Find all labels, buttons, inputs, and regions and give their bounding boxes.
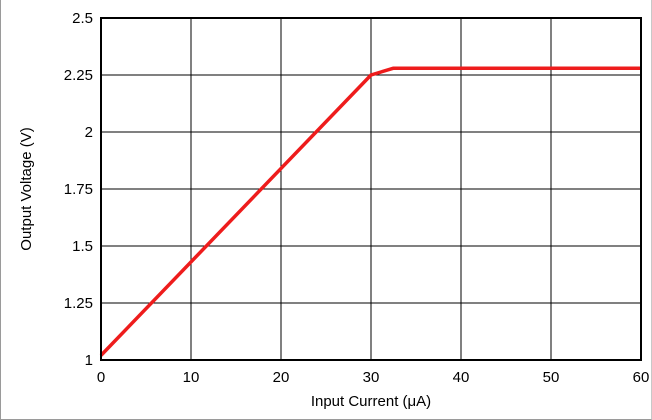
y-tick-label: 2.5 [72, 10, 93, 27]
x-axis-ticks: 0 10 20 30 40 50 60 [97, 369, 650, 386]
y-axis-ticks: 1 1.25 1.5 1.75 2 2.25 2.5 [64, 10, 93, 369]
plot-area-border [100, 17, 642, 361]
x-tick-label: 10 [183, 369, 200, 386]
y-tick-label: 2 [85, 124, 93, 141]
x-tick-label: 30 [363, 369, 380, 386]
y-tick-label: 1 [85, 352, 93, 369]
y-axis-label: Output Voltage (V) [18, 127, 35, 250]
x-tick-label: 50 [543, 369, 560, 386]
series-line [99, 66, 641, 357]
y-tick-label: 2.25 [64, 67, 93, 84]
x-tick-label: 60 [633, 369, 650, 386]
x-axis-label: Input Current (μA) [311, 393, 431, 410]
y-tick-label: 1.5 [72, 238, 93, 255]
y-tick-label: 1.75 [64, 181, 93, 198]
x-tick-label: 20 [273, 369, 290, 386]
y-tick-label: 1.25 [64, 295, 93, 312]
series-layer [99, 66, 641, 357]
x-tick-label: 0 [97, 369, 105, 386]
x-tick-label: 40 [453, 369, 470, 386]
